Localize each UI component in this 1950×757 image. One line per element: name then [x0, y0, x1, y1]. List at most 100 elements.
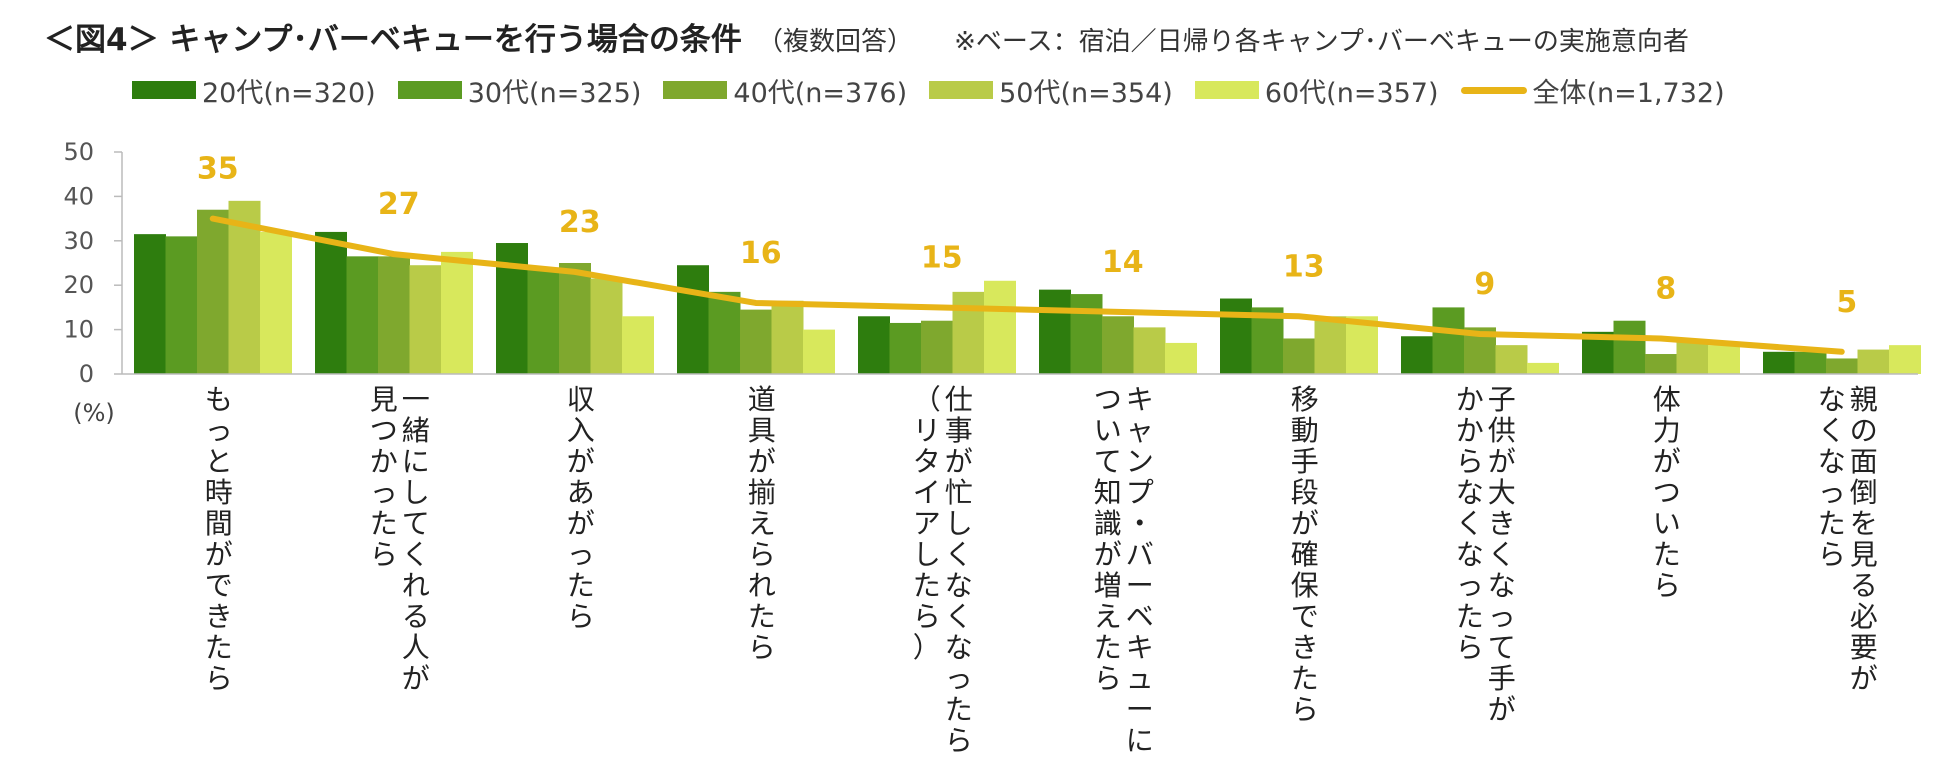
y-tick-label: 10 [63, 316, 94, 344]
total-value-label: 14 [1102, 245, 1144, 280]
bar [952, 291, 985, 374]
y-tick-label: 30 [63, 227, 94, 255]
category-label: 子供が大きくなって手が [1487, 383, 1516, 726]
bar [921, 320, 953, 374]
total-value-label: 16 [740, 236, 782, 271]
bar [1432, 307, 1465, 374]
bar [1794, 351, 1827, 374]
legend-label: 30代(n=325) [467, 77, 642, 109]
legend-swatch [132, 81, 196, 99]
category-label: キャンプ・バーベキューに [1125, 383, 1154, 757]
total-value-label: 9 [1474, 267, 1495, 302]
legend-item: 40代(n=376) [663, 71, 907, 110]
legend-label: 20代(n=320) [202, 77, 376, 109]
bar [803, 329, 835, 374]
category-label: かからなくなったら [1455, 383, 1484, 664]
bar [409, 265, 442, 374]
category-label: 移動手段が確保できたら [1290, 383, 1319, 726]
legend-item: 全体(n=1,732) [1460, 71, 1725, 110]
bar [590, 278, 623, 374]
bar [197, 209, 229, 374]
legend-item: 30代(n=325) [397, 71, 642, 110]
bar [622, 316, 654, 374]
bar [441, 251, 473, 374]
legend-swatch [929, 81, 994, 99]
bar [1401, 336, 1433, 374]
total-series-line [209, 215, 1845, 355]
bar [1708, 345, 1740, 374]
legend-item: 50代(n=354) [929, 71, 1173, 110]
total-value-label: 23 [559, 205, 601, 240]
legend-swatch [397, 81, 462, 99]
bar [1676, 340, 1709, 374]
legend-swatch [1194, 81, 1259, 99]
bar [165, 236, 198, 374]
bar [527, 267, 560, 374]
category-label: 親の面倒を見る必要が [1849, 383, 1878, 695]
bar [1039, 289, 1071, 374]
category-label: ついて知識が増えたら [1093, 383, 1122, 695]
bar [378, 256, 410, 374]
bar [1889, 345, 1921, 374]
bar [260, 231, 292, 374]
y-tick-label: 0 [79, 360, 94, 388]
title-row: ＜図4＞ キャンプ･バーベキューを行う場合の条件 （複数回答） ※ベース：宿泊／… [44, 14, 1689, 59]
category-label: なくなったら [1817, 383, 1846, 571]
total-value-label: 5 [1836, 285, 1857, 320]
legend-label: 60代(n=357) [1264, 77, 1439, 109]
base-note: ※ベース：宿泊／日帰り各キャンプ･バーベキューの実施意向者 [954, 27, 1689, 57]
total-value-label: 15 [921, 240, 963, 275]
legend-item: 20代(n=320) [132, 71, 376, 110]
bar [677, 265, 709, 374]
bar [740, 309, 772, 374]
legend-label: 50代(n=354) [999, 77, 1173, 109]
legend-item: 60代(n=357) [1194, 71, 1439, 110]
legend-line-swatch [1460, 86, 1527, 94]
bar [708, 291, 741, 374]
bar [1133, 327, 1166, 374]
category-label: 見つかったら [369, 383, 398, 571]
y-tick-label: 50 [63, 138, 94, 166]
bar [1826, 358, 1858, 374]
bar [1102, 316, 1134, 374]
category-label: 収入があがったら [566, 383, 595, 633]
category-label: （リタイアしたら） [912, 383, 941, 664]
bar [984, 280, 1016, 374]
category-label: 仕事が忙しくなくなったら [944, 383, 973, 757]
category-label: もっと時間ができたら [204, 383, 233, 695]
bar [346, 256, 379, 374]
chart-subtitle: （複数回答） [757, 27, 914, 57]
bar [559, 263, 591, 374]
bar [1283, 338, 1315, 374]
total-value-label: 8 [1655, 271, 1676, 306]
bar [1527, 362, 1559, 374]
bar [889, 322, 922, 374]
total-value-label: 35 [197, 152, 239, 187]
y-tick-label: 40 [63, 182, 94, 210]
bar [771, 300, 804, 374]
bar [134, 234, 166, 374]
legend-label: 40代(n=376) [733, 77, 908, 109]
category-label: 道具が揃えられたら [747, 383, 776, 664]
legend: 20代(n=320) 30代(n=325) 40代(n=376) 50代(n=354)… [132, 70, 1747, 110]
chart-title: ＜図4＞ キャンプ･バーベキューを行う場合の条件 [44, 22, 742, 58]
bar [315, 231, 347, 374]
unit-label: (%) [73, 399, 115, 427]
bar [1495, 345, 1528, 374]
bar [1857, 349, 1890, 374]
category-label: 体力がついたら [1652, 383, 1681, 602]
total-value-label: 13 [1283, 249, 1325, 284]
bar [1613, 320, 1646, 374]
bar [1070, 294, 1103, 374]
legend-swatch [663, 81, 728, 99]
bar [1645, 354, 1677, 374]
bar [1314, 316, 1347, 374]
total-value-label: 27 [378, 187, 420, 222]
y-tick-label: 20 [63, 271, 94, 299]
category-label: 一緒にしてくれる人が [401, 383, 430, 695]
bar [858, 316, 890, 374]
legend-label: 全体(n=1,732) [1532, 77, 1725, 109]
bar [1220, 298, 1252, 374]
